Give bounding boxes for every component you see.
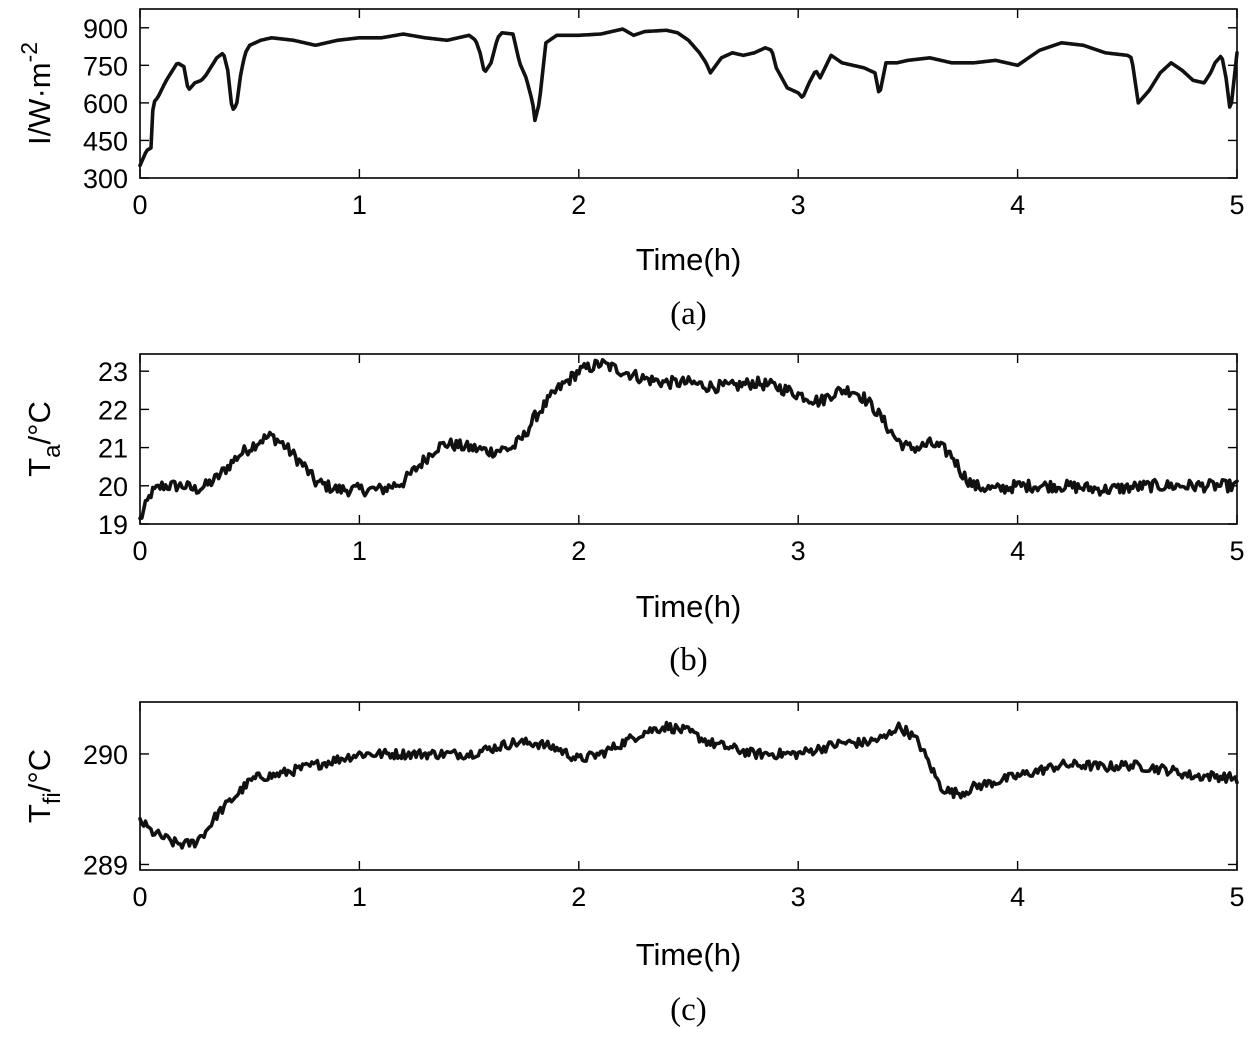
- x-tick-label: 1: [352, 882, 367, 912]
- y-tick-label: 19: [98, 510, 128, 540]
- y-tick-label: 600: [83, 89, 128, 119]
- panel-label: (b): [669, 642, 707, 678]
- y-tick-label: 300: [83, 164, 128, 194]
- plot-frame: [139, 353, 1238, 525]
- panel-label: (c): [670, 992, 707, 1028]
- x-tick-label: 2: [571, 190, 586, 220]
- y-axis-label-main: I/W·m: [22, 62, 57, 145]
- y-tick-label: 450: [83, 126, 128, 156]
- x-axis-label: Time(h): [636, 589, 742, 624]
- y-axis-label-main: T: [22, 458, 57, 477]
- chart-panel-c: 0 1 2 3 4 5 289 290 Time(h) (c) Tfi/°C: [22, 701, 1245, 1028]
- y-tick-label: 22: [98, 395, 128, 425]
- y-axis-label: I/W·m-2: [16, 42, 57, 145]
- series-line-0: [138, 358, 1239, 521]
- y-tick-label: 900: [83, 14, 128, 44]
- y-axis-label: Tfi/°C: [22, 749, 66, 823]
- plot-frame: [139, 8, 1238, 179]
- y-axis-label: Ta/°C: [22, 401, 66, 477]
- x-tick-label: 5: [1229, 882, 1244, 912]
- series-line-0: [138, 720, 1239, 850]
- x-tick-label: 0: [132, 882, 147, 912]
- y-tick-label: 21: [98, 434, 128, 464]
- x-tick-label: 5: [1229, 536, 1244, 566]
- x-tick-label: 4: [1010, 536, 1025, 566]
- x-tick-label: 3: [791, 882, 806, 912]
- x-axis-label: Time(h): [636, 242, 742, 277]
- chart-panel-a: 0 1 2 3 4 5 300 450 600 750 900 Time(h) (a) I/W·m-2: [16, 8, 1245, 332]
- x-tick-label: 4: [1010, 190, 1025, 220]
- y-axis-label-main: T: [22, 804, 57, 823]
- x-tick-label: 1: [352, 190, 367, 220]
- x-tick-label: 3: [791, 190, 806, 220]
- y-axis-label-superscript: -2: [16, 42, 42, 62]
- y-axis-label-unit: /°C: [22, 749, 57, 792]
- x-tick-label: 2: [571, 882, 586, 912]
- x-axis-label: Time(h): [636, 937, 742, 972]
- y-tick-label: 20: [98, 472, 128, 502]
- y-tick-label: 290: [83, 740, 128, 770]
- x-tick-label: 3: [791, 536, 806, 566]
- y-axis-label-subscript: fi: [39, 792, 66, 804]
- x-tick-label: 0: [132, 536, 147, 566]
- y-tick-label: 289: [83, 850, 128, 880]
- x-tick-label: 2: [571, 536, 586, 566]
- x-tick-label: 0: [132, 190, 147, 220]
- plot-frame: [139, 701, 1238, 871]
- series-line-0: [138, 27, 1239, 168]
- y-axis-label-subscript: a: [39, 444, 66, 458]
- y-axis-label-unit: /°C: [22, 401, 57, 444]
- x-tick-label: 5: [1229, 190, 1244, 220]
- x-tick-label: 4: [1010, 882, 1025, 912]
- y-tick-label: 750: [83, 51, 128, 81]
- panel-label: (a): [670, 296, 707, 332]
- x-tick-label: 1: [352, 536, 367, 566]
- y-tick-label: 23: [98, 357, 128, 387]
